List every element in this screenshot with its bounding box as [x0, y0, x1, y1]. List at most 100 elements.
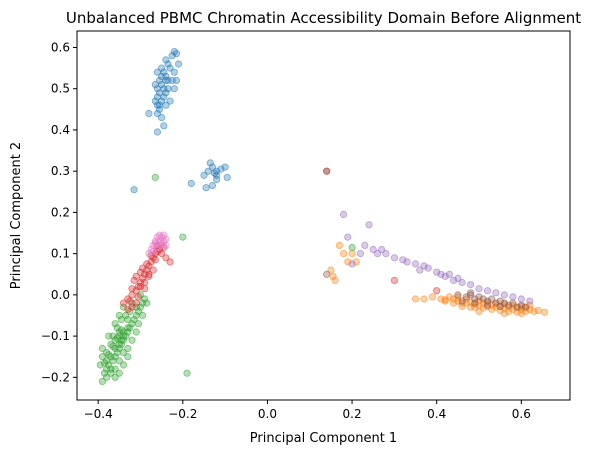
- scatter-point: [119, 328, 128, 336]
- series-orange: [327, 241, 549, 317]
- scatter-point: [466, 280, 475, 289]
- scatter-point: [132, 299, 140, 307]
- scatter-point: [130, 186, 138, 194]
- scatter-point: [128, 336, 136, 344]
- scatter-point: [153, 101, 161, 109]
- scatter-point: [155, 105, 164, 113]
- scatter-point: [155, 245, 164, 254]
- scatter-point: [130, 276, 138, 284]
- scatter-point: [153, 243, 161, 252]
- scatter-point: [344, 258, 352, 266]
- scatter-point: [458, 297, 466, 305]
- scatter-point: [145, 272, 153, 280]
- scatter-point: [103, 348, 111, 357]
- scatter-point: [348, 250, 356, 258]
- scatter-point: [382, 250, 390, 258]
- scatter-point: [530, 307, 538, 315]
- scatter-point: [517, 301, 525, 309]
- scatter-point: [206, 159, 214, 167]
- scatter-point: [496, 297, 504, 305]
- scatter-point: [155, 237, 164, 245]
- scatter-point: [458, 278, 466, 287]
- scatter-point: [162, 76, 170, 85]
- scatter-point: [111, 365, 119, 373]
- scatter-point: [513, 303, 521, 311]
- scatter-point: [160, 231, 168, 239]
- scatter-point: [437, 295, 445, 303]
- scatter-point: [526, 297, 534, 305]
- scatter-point: [124, 315, 132, 324]
- x-tick-label: −0.4: [84, 407, 113, 421]
- scatter-point: [132, 287, 140, 295]
- scatter-point: [136, 268, 145, 276]
- scatter-point: [441, 272, 449, 280]
- scatter-point: [153, 85, 161, 93]
- chart-title: Unbalanced PBMC Chromatin Accessibility …: [66, 9, 581, 27]
- scatter-point: [208, 182, 216, 190]
- scatter-point: [143, 260, 151, 268]
- scatter-point: [166, 64, 174, 72]
- scatter-point: [115, 311, 123, 320]
- scatter-point: [352, 258, 360, 266]
- scatter-point: [323, 167, 331, 175]
- scatter-point: [145, 250, 153, 258]
- x-tick-label: −0.2: [168, 407, 197, 421]
- plot-frame: [76, 30, 571, 401]
- scatter-point: [223, 173, 231, 181]
- scatter-point: [143, 299, 151, 307]
- scatter-point: [403, 258, 411, 266]
- scatter-point: [471, 299, 479, 307]
- scatter-point: [124, 305, 132, 313]
- scatter-point: [103, 373, 111, 381]
- y-tick-label: 0.3: [51, 164, 70, 178]
- scatter-point: [151, 173, 159, 181]
- scatter-point: [500, 291, 508, 299]
- scatter-point: [179, 233, 187, 241]
- scatter-point: [361, 241, 369, 249]
- y-tick-label: 0.4: [51, 123, 70, 137]
- scatter-point: [424, 264, 432, 272]
- scatter-point: [466, 303, 475, 311]
- ticks-layer: −0.4 −0.2 0.0 0.2 0.4 0.6 −0.2 −0.1 0.0 0.1 0.2 0.3…: [41, 40, 531, 421]
- scatter-point: [500, 309, 508, 317]
- x-tick-label: 0.4: [427, 407, 446, 421]
- scatter-point: [115, 369, 123, 377]
- scatter-point: [160, 93, 168, 101]
- series-red: [119, 167, 441, 313]
- scatter-point: [437, 270, 445, 278]
- scatter-point: [369, 245, 377, 254]
- scatter-point: [166, 258, 174, 266]
- scatter-point: [98, 344, 107, 353]
- x-tick-label: 0.0: [258, 407, 277, 421]
- scatter-point: [132, 328, 140, 336]
- scatter-point: [153, 128, 161, 136]
- scatter-point: [168, 52, 176, 60]
- x-tick-label: 0.6: [512, 407, 531, 421]
- scatter-point: [509, 293, 517, 301]
- scatter-point: [158, 114, 166, 122]
- scatter-point: [433, 287, 441, 295]
- scatter-point: [109, 342, 117, 350]
- scatter-point: [411, 295, 420, 303]
- scatter-point: [115, 357, 123, 365]
- scatter-point: [200, 171, 208, 179]
- scatter-point: [141, 285, 149, 293]
- scatter-point: [134, 293, 142, 301]
- scatter-point: [399, 256, 407, 264]
- scatter-point: [134, 320, 142, 328]
- scatter-point: [126, 324, 134, 332]
- scatter-point: [348, 260, 356, 268]
- scatter-point: [105, 350, 113, 359]
- scatter-point: [488, 295, 496, 303]
- series-pink: [145, 231, 170, 258]
- scatter-point: [105, 361, 113, 369]
- y-axis-label: Principal Component 2: [9, 142, 24, 289]
- scatter-point: [329, 272, 337, 280]
- scatter-point: [521, 303, 530, 311]
- scatter-point: [155, 89, 164, 97]
- scatter-point: [323, 270, 331, 278]
- scatter-point: [166, 97, 174, 105]
- scatter-point: [164, 60, 172, 68]
- scatter-point: [458, 302, 466, 310]
- scatter-point: [162, 254, 170, 262]
